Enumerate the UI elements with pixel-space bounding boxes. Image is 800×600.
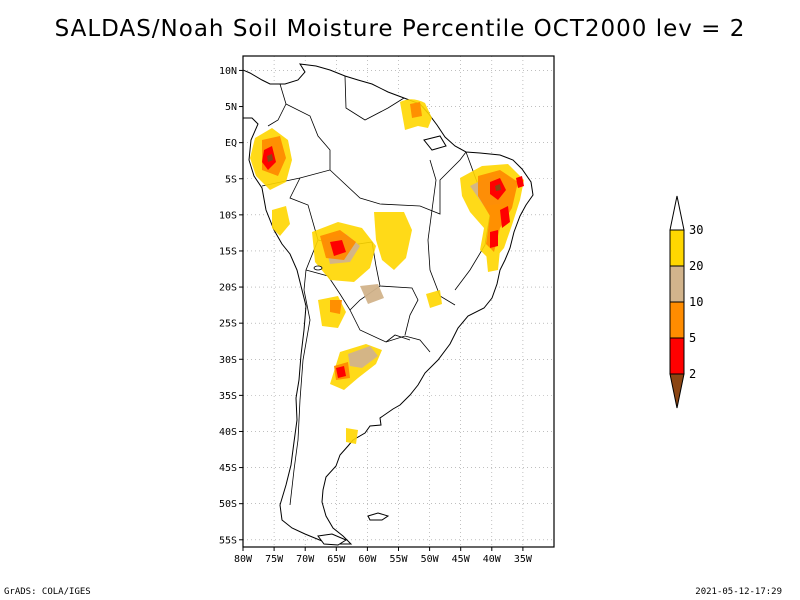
tierra-del-fuego: [317, 533, 348, 546]
plot-title: SALDAS/Noah Soil Moisture Percentile OCT…: [54, 16, 746, 42]
colorbar-label: 20: [689, 259, 703, 273]
lon-tick-label: 75W: [265, 554, 284, 565]
lat-tick-label: 50S: [219, 499, 237, 510]
lake-titicaca: [313, 265, 323, 271]
colorbar: 2 5 10 20 30: [669, 195, 703, 409]
lat-tick-label: 55S: [219, 535, 237, 546]
lon-tick-label: 65W: [327, 554, 346, 565]
south-america-coastline: [243, 63, 534, 545]
lat-tick-label: 10N: [219, 66, 237, 77]
lon-tick-label: 45W: [452, 554, 471, 565]
graticule: 10N 5N EQ 5S 10S 15S 20S 25S 30S 35S 40S 45S 50S 55S 8…: [219, 56, 554, 565]
percentile-2-5-patches: [262, 146, 524, 378]
lon-tick-label: 35W: [514, 554, 533, 565]
lat-tick-label: 25S: [219, 319, 237, 330]
colorbar-label: 2: [689, 367, 696, 381]
percentile-below-2-patches: [267, 154, 501, 191]
lon-tick-label: 60W: [358, 554, 377, 565]
footer-timestamp: 2021-05-12-17:29: [695, 587, 782, 597]
lat-tick-label: 5N: [225, 102, 237, 113]
lat-tick-label: 35S: [219, 391, 237, 402]
map-layers: [243, 63, 534, 546]
marajo-island: [423, 135, 447, 151]
falkland-islands: [367, 512, 390, 521]
colorbar-top-triangle: [669, 195, 685, 231]
lon-tick-label: 55W: [389, 554, 408, 565]
colorbar-bottom-triangle: [669, 373, 685, 409]
lat-tick-label: 10S: [219, 210, 237, 221]
lat-tick-label: 45S: [219, 463, 237, 474]
colorbar-box: [669, 337, 685, 375]
lon-tick-label: 80W: [234, 554, 253, 565]
footer-credit: GrADS: COLA/IGES: [4, 587, 91, 597]
lat-tick-label: 15S: [219, 246, 237, 257]
lat-tick-label: 30S: [219, 355, 237, 366]
lat-tick-label: 40S: [219, 427, 237, 438]
lon-tick-label: 70W: [296, 554, 315, 565]
lat-tick-label: 20S: [219, 283, 237, 294]
colorbar-box: [669, 301, 685, 339]
lon-tick-label: 40W: [483, 554, 502, 565]
lon-tick-label: 50W: [421, 554, 440, 565]
map-frame: [242, 55, 555, 548]
colorbar-box: [669, 229, 685, 267]
colorbar-label: 5: [689, 331, 696, 345]
colorbar-box: [669, 265, 685, 303]
colorbar-label: 10: [689, 295, 703, 309]
lat-tick-label: EQ: [225, 138, 237, 149]
lat-tick-label: 5S: [225, 174, 237, 185]
colorbar-label: 30: [689, 223, 703, 237]
